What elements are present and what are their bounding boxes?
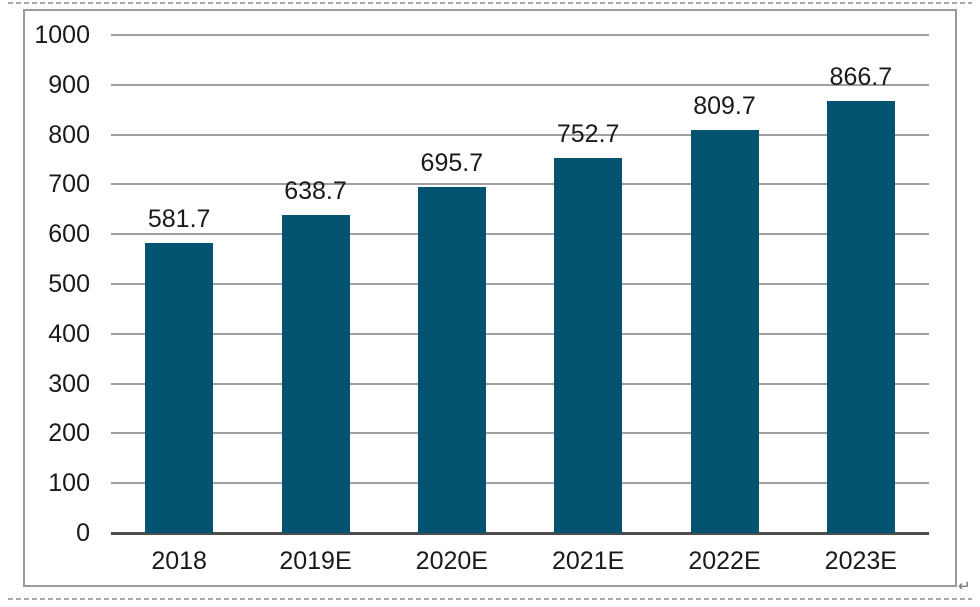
y-axis-tick-label: 400 <box>48 319 90 348</box>
gridline-300 <box>111 382 929 385</box>
bar-2020E <box>417 186 486 533</box>
x-axis-category-label: 2020E <box>415 547 488 575</box>
x-axis-category-label: 2021E <box>552 547 625 575</box>
gridline-700 <box>111 183 929 186</box>
text-boundary-top <box>8 2 972 4</box>
y-axis-tick-label: 0 <box>76 519 90 547</box>
x-axis-line <box>111 532 929 535</box>
bar-value-label: 638.7 <box>284 176 347 205</box>
bar-value-label: 752.7 <box>556 120 620 149</box>
gridline-1000 <box>111 34 929 36</box>
bar-value-label: 809.7 <box>693 91 756 120</box>
bar-2023E <box>826 101 895 533</box>
y-axis-tick-label: 700 <box>48 170 90 199</box>
y-axis-tick-label: 300 <box>48 369 90 398</box>
text-boundary-bottom <box>8 598 972 600</box>
y-axis-tick-label: 100 <box>48 469 90 498</box>
bar-value-label: 695.7 <box>420 148 484 177</box>
gridline-500 <box>111 283 929 285</box>
bar-value-label: 581.7 <box>147 205 211 234</box>
bar-2021E <box>554 158 623 533</box>
y-axis-tick-label: 800 <box>48 120 90 149</box>
gridline-100 <box>111 482 929 485</box>
paragraph-mark-icon: ↵ <box>958 578 971 595</box>
y-axis-tick-label: 500 <box>48 270 90 298</box>
gridline-400 <box>111 332 929 335</box>
chart-frame: 0 100 200 300 400 500 600 700 800 900 1000 581.7 201… <box>23 9 957 587</box>
y-axis-tick-label: 1000 <box>34 21 90 49</box>
bar-2018 <box>145 243 214 533</box>
x-axis-category-label: 2023E <box>824 547 897 575</box>
gridline-900 <box>111 83 929 86</box>
x-axis-category-label: 2022E <box>688 547 761 575</box>
x-axis-category-label: 2019E <box>279 547 352 575</box>
y-axis-tick-label: 900 <box>48 70 90 99</box>
bar-2022E <box>690 129 759 533</box>
gridline-600 <box>111 233 929 236</box>
x-axis-category-label: 2018 <box>151 547 207 575</box>
bar-2019E <box>281 214 350 533</box>
bar-chart-plot-area: 0 100 200 300 400 500 600 700 800 900 1000 581.7 201… <box>25 11 955 585</box>
y-axis-tick-label: 200 <box>48 419 90 448</box>
gridline-800 <box>111 133 929 136</box>
bar-value-label: 866.7 <box>829 63 893 92</box>
y-axis-tick-label: 600 <box>48 220 90 249</box>
gridline-200 <box>111 432 929 435</box>
